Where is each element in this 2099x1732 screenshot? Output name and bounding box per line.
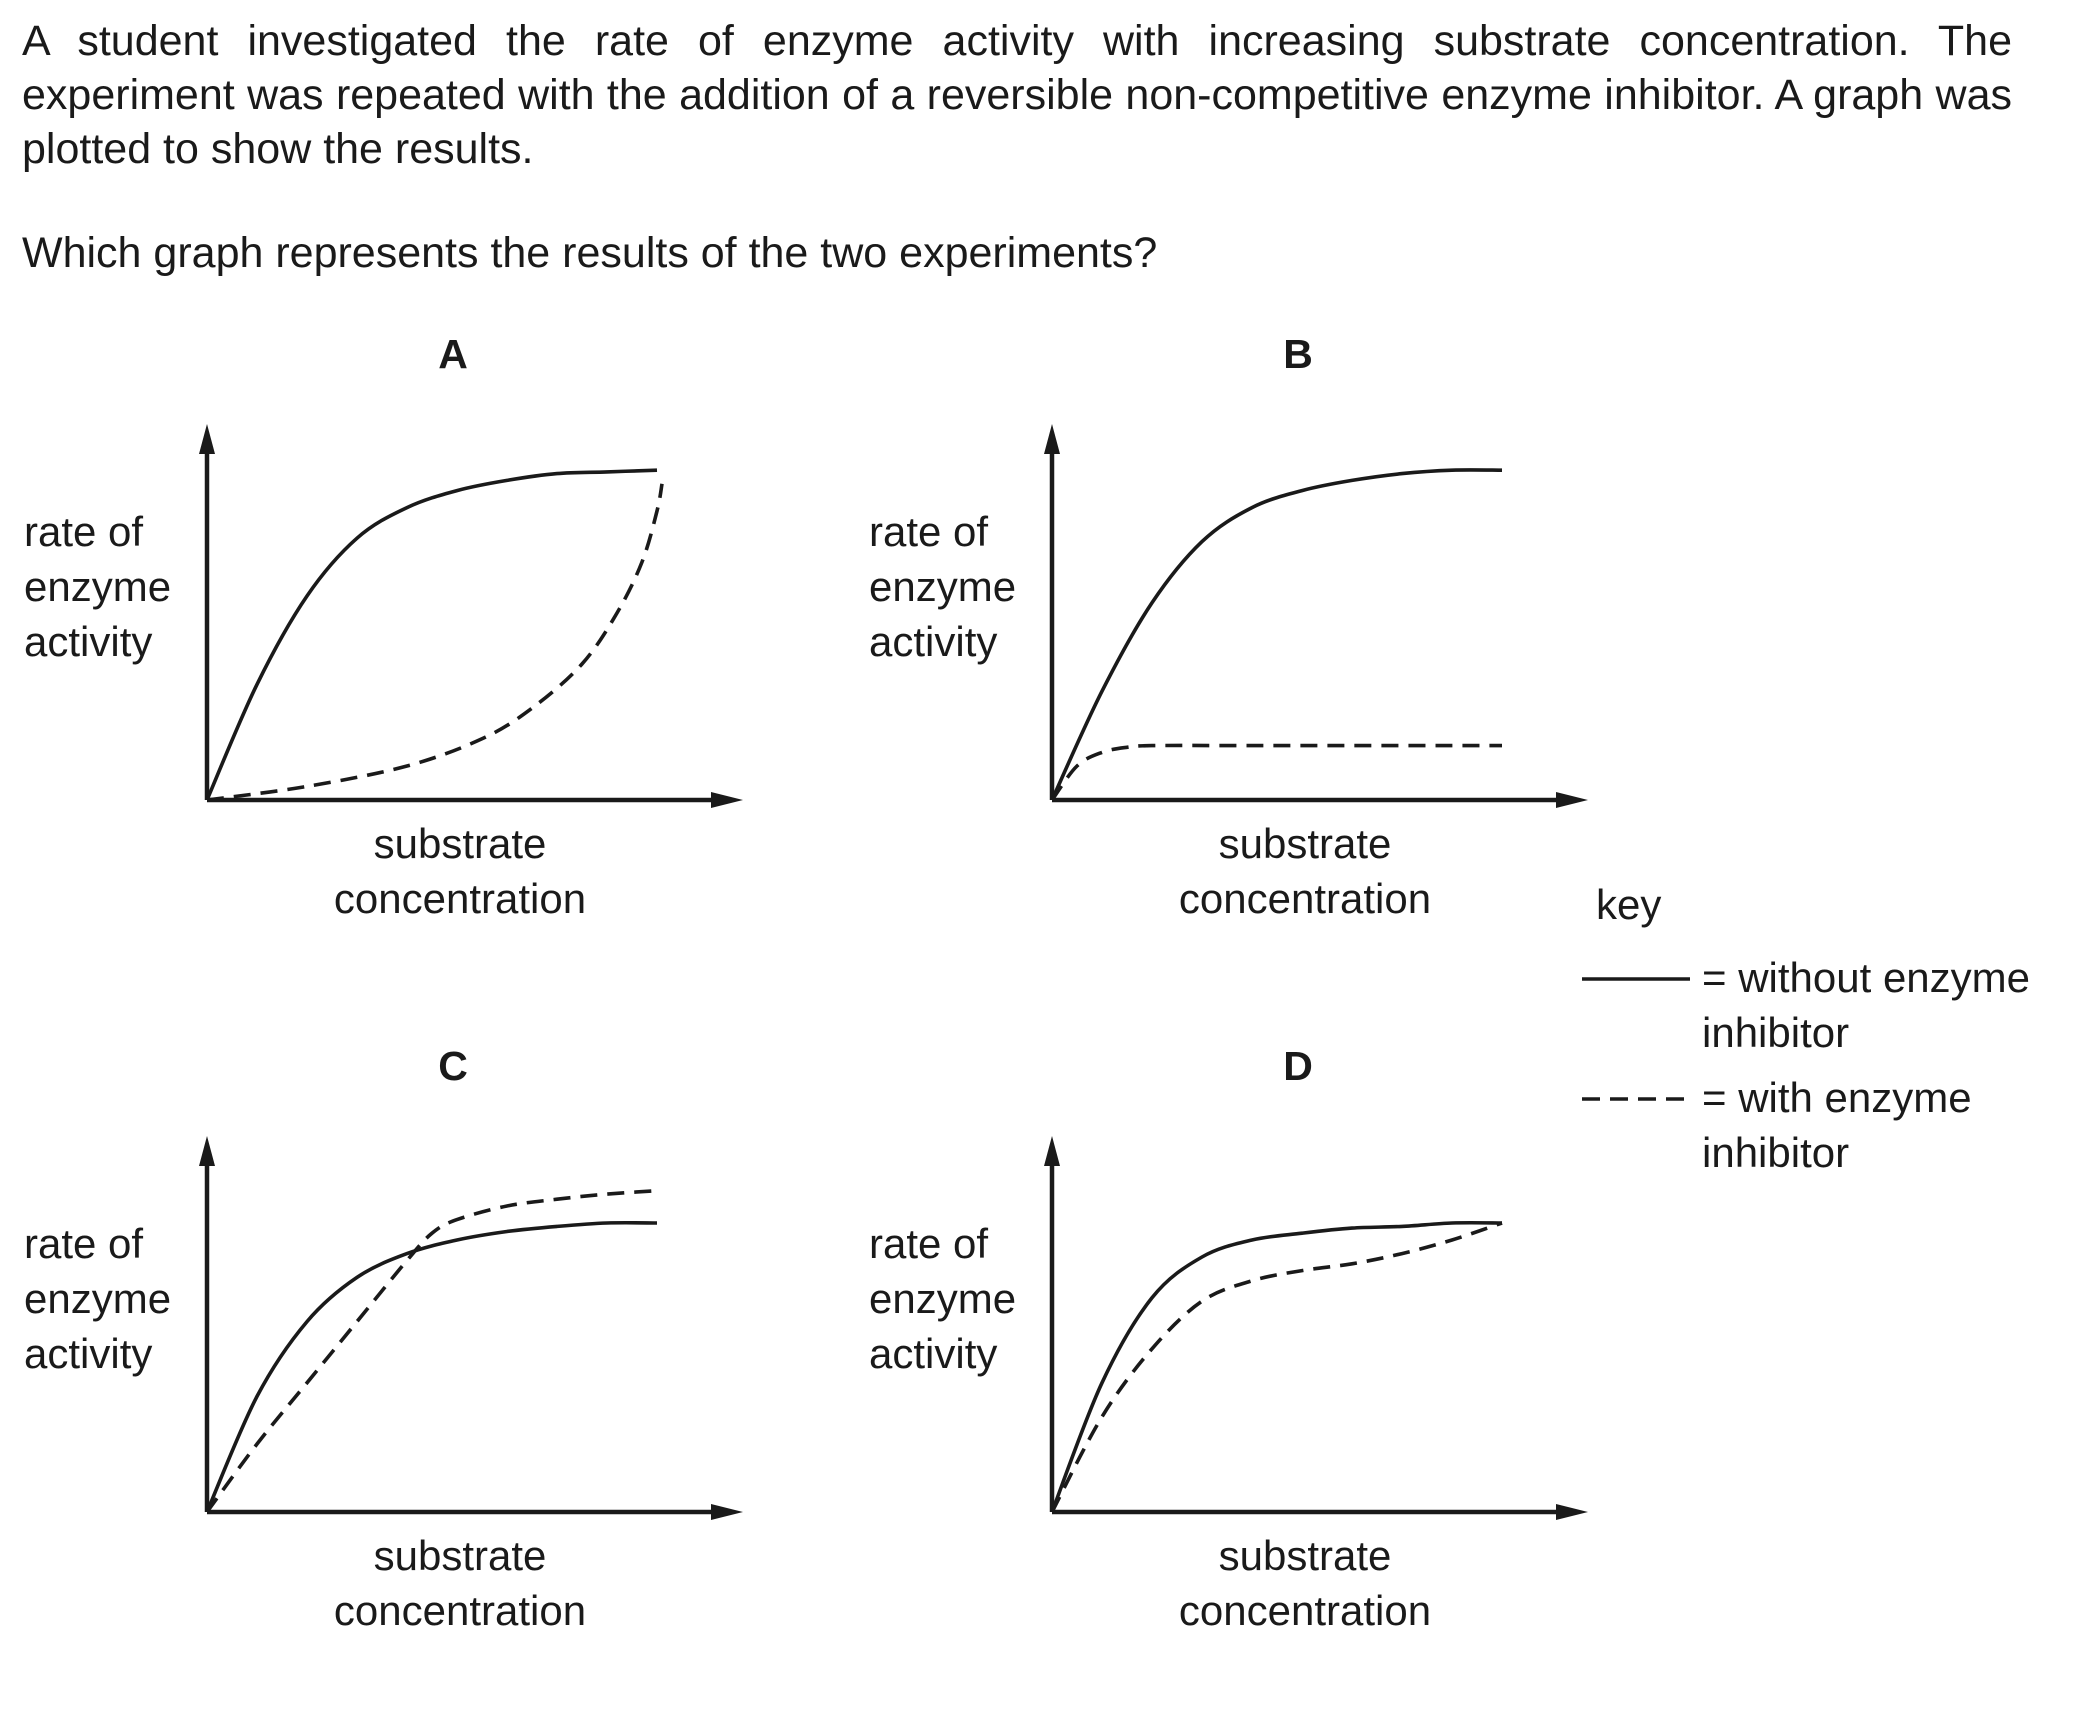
graph-label: A <box>438 331 468 377</box>
y-axis-label: rate of enzyme activity <box>869 508 1017 665</box>
graph-plot <box>1044 424 1588 808</box>
y-axis-arrow <box>1044 424 1060 454</box>
y-axis-arrow <box>199 424 215 454</box>
series-line-with-inhibitor <box>1050 1221 1503 1513</box>
series-line-without-inhibitor <box>1050 1220 1503 1513</box>
x-axis-label: substrate concentration <box>333 820 587 922</box>
graph-plot <box>199 424 743 808</box>
x-axis-label: substrate concentration <box>1178 820 1432 922</box>
y-axis-label: rate of enzyme activity <box>24 1220 172 1377</box>
graph-panel-a: A rate of enzyme activity substrate conc… <box>22 320 922 1020</box>
x-axis-arrow <box>711 792 743 808</box>
graph-panel-d: D rate of enzyme activity substrate conc… <box>867 1032 1767 1732</box>
question-text: A student investigated the rate of enzym… <box>22 17 2012 173</box>
graph-panel-c: C rate of enzyme activity substrate conc… <box>22 1032 922 1732</box>
x-axis-arrow <box>1556 792 1588 808</box>
series-line-with-inhibitor <box>205 1188 658 1514</box>
legend-solid-label: = without enzyme inhibitor <box>1702 954 2031 1056</box>
series-line-without-inhibitor <box>205 1220 658 1513</box>
y-axis-arrow <box>199 1136 215 1166</box>
y-axis-arrow <box>1044 1136 1060 1166</box>
graph-label: C <box>438 1043 468 1089</box>
y-axis-label: rate of enzyme activity <box>869 1220 1017 1377</box>
legend: key = without enzyme inhibitor = with en… <box>1570 880 2090 1200</box>
series-line-with-inhibitor <box>1050 743 1502 802</box>
graph-label: B <box>1283 331 1313 377</box>
legend-swatches <box>1582 977 1690 1101</box>
legend-title: key <box>1596 881 1662 928</box>
question-prompt: Which graph represents the results of th… <box>22 229 1158 277</box>
series-line-with-inhibitor <box>206 483 664 802</box>
graph-label: D <box>1283 1043 1313 1089</box>
x-axis-label: substrate concentration <box>333 1532 587 1634</box>
y-axis-label: rate of enzyme activity <box>24 508 172 665</box>
graph-plot <box>1044 1136 1588 1520</box>
x-axis-label: substrate concentration <box>1178 1532 1432 1634</box>
graph-plot <box>199 1136 743 1520</box>
x-axis-arrow <box>1556 1504 1588 1520</box>
series-line-without-inhibitor <box>1050 468 1503 801</box>
x-axis-arrow <box>711 1504 743 1520</box>
series-line-without-inhibitor <box>205 468 658 801</box>
legend-dashed-label: = with enzyme inhibitor <box>1702 1074 1972 1176</box>
graph-panel-b: B rate of enzyme activity substrate conc… <box>867 320 1767 1020</box>
